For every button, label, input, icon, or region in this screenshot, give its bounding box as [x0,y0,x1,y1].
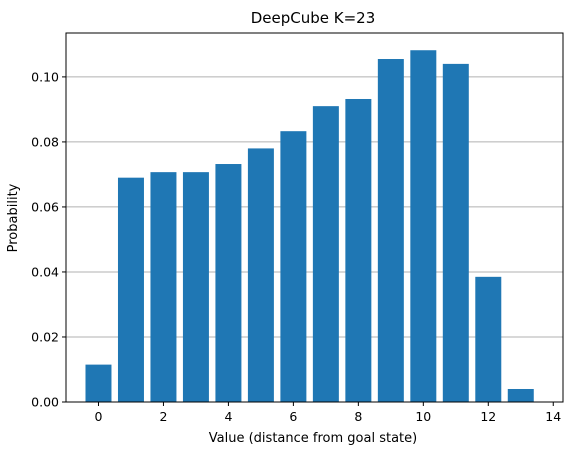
y-tick-label: 0.04 [31,264,59,279]
x-tick-label: 14 [545,409,561,424]
x-axis-ticks: 0 2 4 6 8 10 12 14 [95,402,561,424]
y-tick-label: 0.06 [31,199,59,214]
plot-frame [65,32,564,403]
y-tick-label: 0.08 [31,134,59,149]
bar-8 [345,98,372,402]
bar-7 [312,106,339,402]
bar-11 [442,63,469,402]
y-axis-label: Probability [6,183,21,252]
x-tick-label: 0 [95,409,103,424]
bar-6 [280,131,307,402]
x-tick-label: 2 [159,409,167,424]
chart-title: DeepCube K=23 [251,9,376,27]
y-axis-ticks: 0.00 0.02 0.04 0.06 0.08 0.10 [31,69,66,410]
y-tick-label: 0.00 [31,395,59,410]
bar-3 [182,172,209,402]
bar-0 [85,364,112,402]
x-tick-label: 10 [415,409,431,424]
x-tick-label: 12 [480,409,496,424]
bar-13 [507,388,534,402]
x-tick-label: 6 [289,409,297,424]
bar-5 [247,148,274,402]
bar-9 [377,59,404,402]
y-tick-label: 0.02 [31,329,59,344]
x-tick-label: 4 [224,409,232,424]
bar-1 [117,177,144,402]
bars [85,50,534,403]
y-tick-label: 0.10 [31,69,59,84]
x-tick-label: 8 [354,409,362,424]
bar-10 [410,50,437,403]
bar-12 [475,276,502,402]
bar-4 [215,164,242,402]
bar-2 [150,172,177,402]
x-axis-label: Value (distance from goal state) [209,431,417,446]
